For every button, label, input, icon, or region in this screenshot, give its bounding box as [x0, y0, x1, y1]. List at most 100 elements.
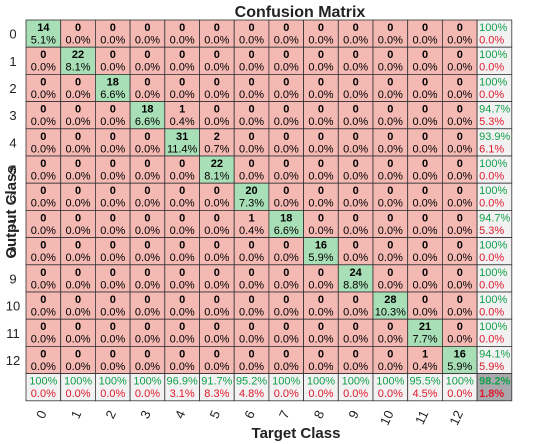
- cell-count: 0: [144, 212, 150, 224]
- matrix-cell: [303, 46, 339, 75]
- row-summary-cell: [476, 46, 513, 75]
- cell-count: 0: [40, 348, 46, 360]
- cell-percent: 0.0%: [378, 171, 403, 183]
- cell-percent: 0.0%: [378, 89, 403, 101]
- cell-count: 0: [144, 158, 150, 170]
- y-tick-label: 8: [9, 244, 16, 259]
- x-tick-label: 8: [311, 408, 328, 421]
- cell-percent: 0.0%: [204, 307, 229, 319]
- cell-percent: 0.0%: [447, 62, 472, 74]
- cell-count: 0: [457, 240, 463, 252]
- cell-percent: 0.0%: [447, 252, 472, 264]
- col-error: 0.0%: [135, 388, 160, 400]
- row-summary-cell: [476, 318, 513, 347]
- cell-count: 0: [144, 294, 150, 306]
- cell-percent: 0.0%: [308, 171, 333, 183]
- cell-count: 0: [40, 76, 46, 88]
- cell-percent: 0.0%: [170, 62, 195, 74]
- cell-count: 0: [248, 104, 254, 116]
- x-axis-label: Target Class: [252, 425, 341, 442]
- matrix-cell: [233, 264, 270, 293]
- cell-count: 0: [214, 76, 220, 88]
- matrix-cell: [25, 237, 62, 266]
- cell-count: 0: [353, 321, 359, 333]
- matrix-cell: [60, 74, 96, 103]
- y-tick-label: 0: [9, 27, 16, 42]
- matrix-cell: [199, 209, 235, 238]
- cell-count: 0: [283, 348, 289, 360]
- cell-count: 0: [422, 22, 428, 34]
- cell-percent: 0.0%: [100, 361, 125, 373]
- matrix-cell: [199, 345, 235, 374]
- cell-count: 0: [318, 104, 324, 116]
- cell-count: 31: [176, 131, 188, 143]
- cell-percent: 0.0%: [413, 35, 438, 47]
- matrix-cell: [199, 19, 235, 48]
- cell-percent: 0.0%: [308, 62, 333, 74]
- cell-percent: 0.0%: [239, 361, 264, 373]
- cell-percent: 0.0%: [100, 35, 125, 47]
- cell-count: 0: [457, 49, 463, 61]
- col-accuracy: 100%: [446, 376, 474, 388]
- matrix-cell: [95, 101, 131, 130]
- matrix-cell: [268, 291, 304, 320]
- cell-count: 0: [457, 185, 463, 197]
- row-summary-cell: [476, 291, 513, 320]
- cell-count: 0: [144, 348, 150, 360]
- cell-percent: 0.0%: [204, 89, 229, 101]
- matrix-cell: [337, 74, 374, 103]
- matrix-cell: [337, 101, 374, 130]
- col-summary-cell: [233, 373, 270, 402]
- matrix-cell: [407, 318, 443, 347]
- cell-percent: 0.0%: [308, 89, 333, 101]
- matrix-cell: [95, 182, 131, 211]
- cell-percent: 0.0%: [308, 361, 333, 373]
- y-tick-label: 2: [9, 81, 16, 96]
- cell-count: 0: [40, 49, 46, 61]
- x-tick-label: 11: [412, 408, 431, 427]
- cell-count: 0: [387, 76, 393, 88]
- matrix-cell: [441, 318, 478, 347]
- cell-percent: 0.0%: [135, 334, 160, 346]
- cell-percent: 0.0%: [31, 198, 56, 210]
- cell-count: 0: [144, 22, 150, 34]
- cell-count: 0: [248, 131, 254, 143]
- cell-percent: 5.1%: [31, 35, 56, 47]
- matrix-cell: [25, 264, 62, 293]
- matrix-cell: [95, 74, 131, 103]
- cell-count: 24: [350, 267, 363, 279]
- cell-percent: 0.0%: [274, 171, 299, 183]
- cell-percent: 0.0%: [204, 361, 229, 373]
- cell-percent: 0.0%: [239, 279, 264, 291]
- cell-count: 0: [214, 212, 220, 224]
- cell-count: 0: [353, 348, 359, 360]
- row-accuracy: 100%: [479, 158, 507, 170]
- col-accuracy: 95.2%: [236, 376, 267, 388]
- cell-count: 0: [40, 131, 46, 143]
- cell-count: 14: [37, 22, 50, 34]
- cell-percent: 0.0%: [378, 334, 403, 346]
- cell-count: 0: [40, 158, 46, 170]
- cell-count: 0: [144, 321, 150, 333]
- cell-percent: 0.0%: [378, 35, 403, 47]
- cell-percent: 0.4%: [239, 225, 264, 237]
- cell-count: 0: [214, 185, 220, 197]
- matrix-cell: [129, 291, 166, 320]
- cell-percent: 0.0%: [447, 198, 472, 210]
- matrix-cell: [199, 264, 235, 293]
- col-error: 0.0%: [447, 388, 472, 400]
- cell-percent: 0.0%: [343, 35, 368, 47]
- cell-count: 18: [107, 76, 119, 88]
- cell-percent: 0.0%: [274, 143, 299, 155]
- cell-count: 0: [387, 212, 393, 224]
- cell-percent: 10.3%: [375, 307, 406, 319]
- cell-count: 0: [110, 240, 116, 252]
- cell-percent: 11.4%: [167, 143, 198, 155]
- cell-count: 0: [318, 212, 324, 224]
- x-tick-label: 0: [33, 408, 50, 421]
- cell-percent: 0.0%: [100, 252, 125, 264]
- row-error: 5.3%: [479, 116, 504, 128]
- matrix-cell: [164, 318, 200, 347]
- matrix-cell: [164, 155, 200, 184]
- cell-percent: 0.0%: [31, 89, 56, 101]
